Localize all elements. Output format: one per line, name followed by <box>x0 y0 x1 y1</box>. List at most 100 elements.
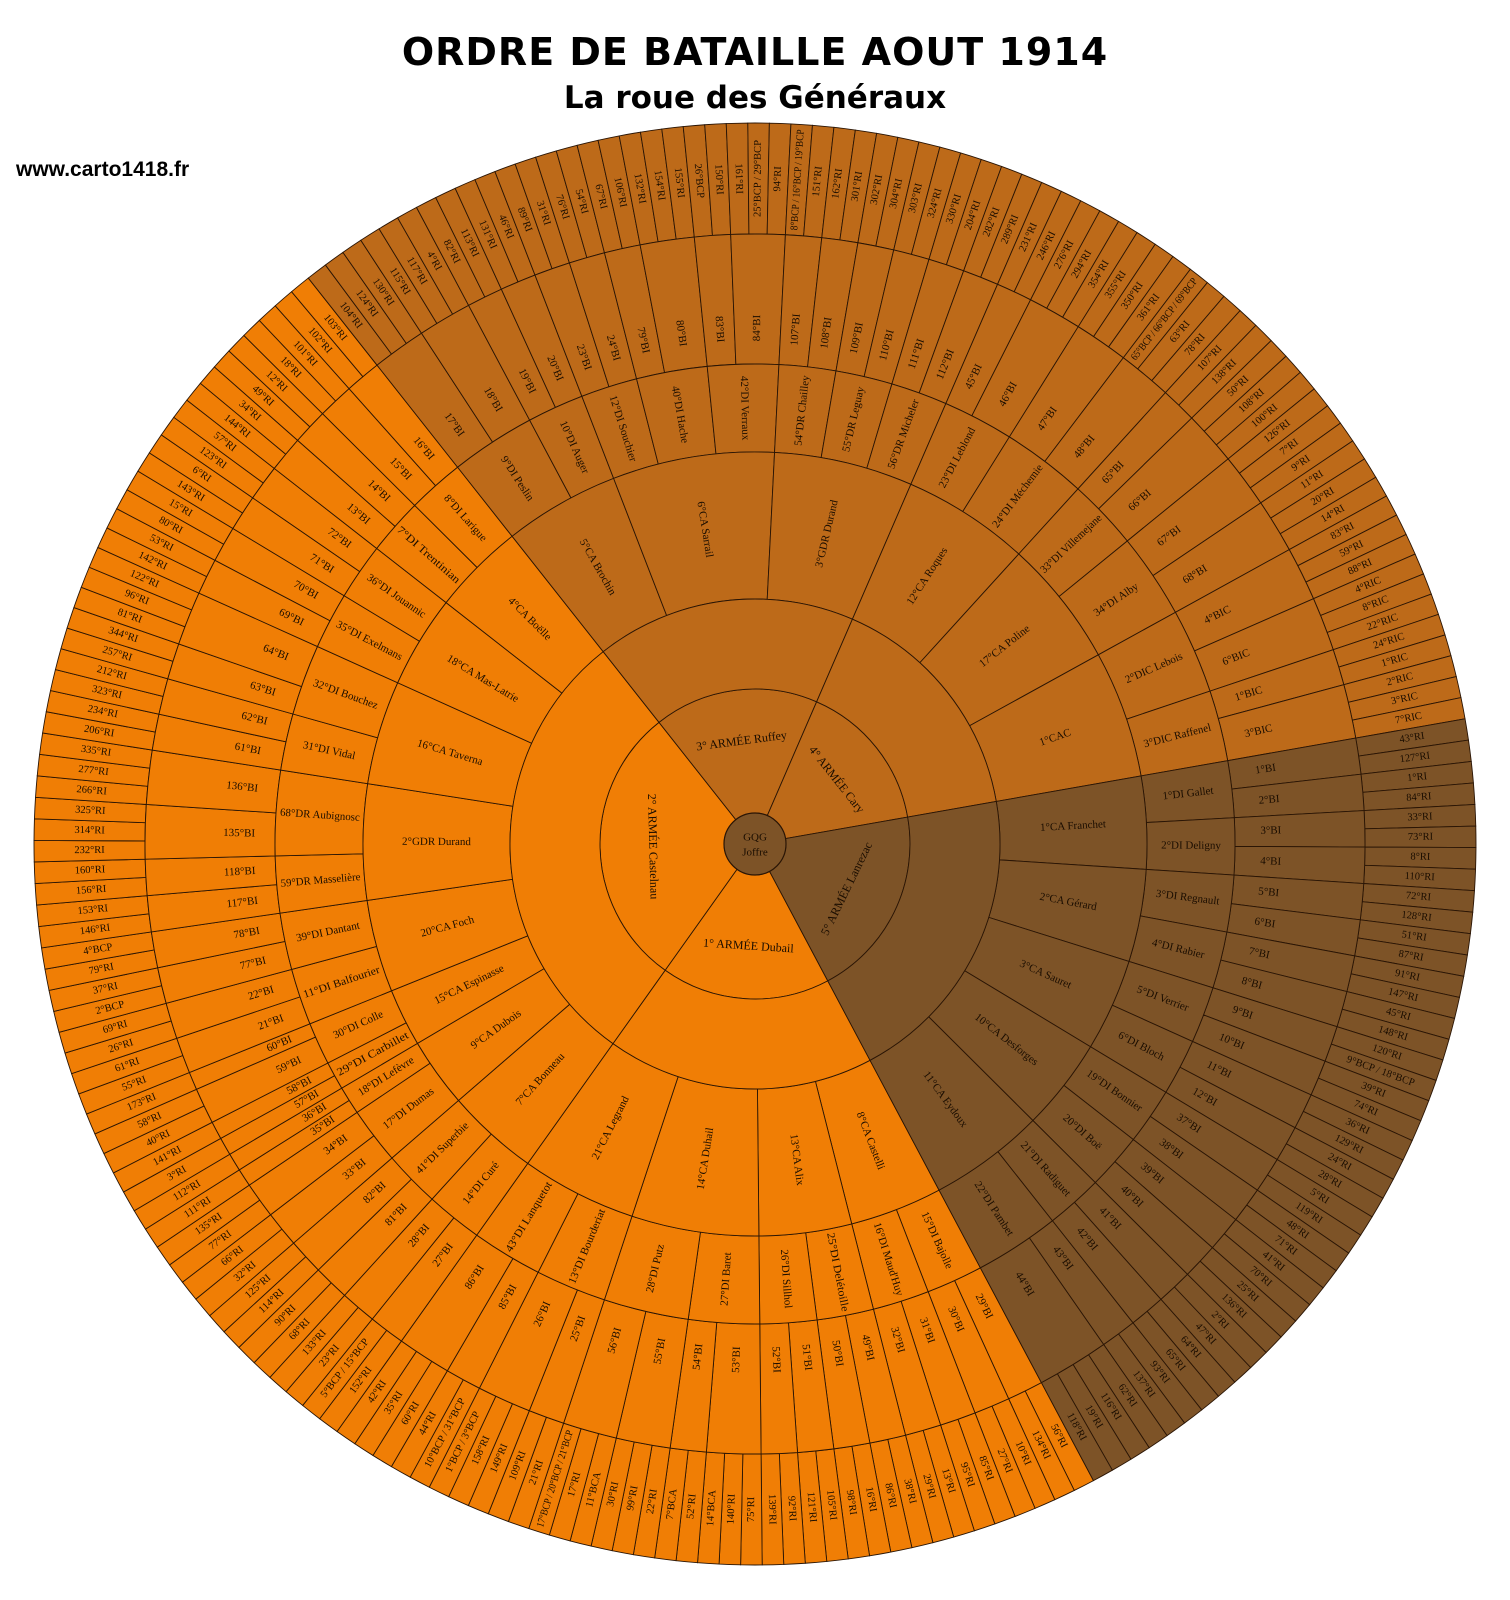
regiment-51ri: 51°RI <box>1401 929 1428 943</box>
brigade-segment <box>730 233 786 366</box>
regiment-99ri: 99°RI <box>625 1484 641 1511</box>
brigade-49bi: 49°BI <box>859 1333 877 1362</box>
army-outer-band <box>509 651 666 1045</box>
division-68dr-aubignosc: 68°DR Aubignosc <box>280 807 361 824</box>
brigade-4bi: 4°BI <box>1260 855 1282 868</box>
brigade-80bi: 80°BI <box>673 319 689 347</box>
regiment-87ri: 87°RI <box>1398 949 1425 964</box>
regiment-7ric: 7°RIC <box>1394 711 1423 727</box>
brigade-52bi: 52°BI <box>770 1346 783 1373</box>
brigade-2bi: 2°BI <box>1258 793 1280 807</box>
brigade-61bi: 61°BI <box>234 741 262 758</box>
brigade-135bi: 135°BI <box>223 827 255 840</box>
army-1-armee-dubail: 1° ARMÉE Dubail <box>703 936 795 956</box>
regiment-161ri: 161°RI <box>733 163 745 194</box>
division-42di-verraux: 42°DI Verraux <box>738 376 752 441</box>
regiment-160ri: 160°RI <box>75 864 106 876</box>
regiment-22ri: 22°RI <box>645 1488 660 1515</box>
regiment-1ri: 1°RI <box>1407 771 1428 784</box>
regiment-98ri: 98°RI <box>844 1489 859 1516</box>
division-2di-deligny: 2°DI Deligny <box>1161 840 1221 852</box>
regiment-30ri: 30°RI <box>605 1480 621 1507</box>
regiment-72ri: 72°RI <box>1405 890 1431 903</box>
regiment-150ri: 150°RI <box>712 164 725 196</box>
regiment-325ri: 325°RI <box>75 804 106 817</box>
brigade-6bi: 6°BI <box>1254 915 1277 930</box>
regiment-84ri: 84°RI <box>1406 791 1432 804</box>
army-2-armee-castelnau: 2° ARMÉE Castelnau <box>645 794 662 900</box>
regiment-140ri: 140°RI <box>726 1493 738 1524</box>
gqg-commander: Joffre <box>742 847 768 859</box>
brigade-5bi: 5°BI <box>1258 885 1280 899</box>
regiment-127ri: 127°RI <box>1399 750 1431 765</box>
army-outer-band <box>827 800 1001 1061</box>
brigade-55bi: 55°BI <box>652 1337 669 1365</box>
regiment-266ri: 266°RI <box>76 784 108 797</box>
regiment-14bca: 14°BCA <box>705 1489 718 1526</box>
regiment-314ri: 314°RI <box>74 825 105 837</box>
regiment-162ri: 162°RI <box>830 167 845 199</box>
division-27di-baret: 27°DI Baret <box>719 1252 734 1306</box>
regiment-79ri: 79°RI <box>88 961 115 977</box>
regiment-153ri: 153°RI <box>77 903 109 917</box>
gqg-hub <box>723 812 787 876</box>
regiment-335ri: 335°RI <box>80 744 112 759</box>
brigade-8bi: 8°BI <box>1240 975 1264 992</box>
brigade-3bic: 3°BIC <box>1243 722 1273 740</box>
regiment-52ri: 52°RI <box>685 1493 698 1520</box>
brigade-107bi: 107°BI <box>788 313 803 346</box>
regiment-8ri: 8°RI <box>1410 851 1431 862</box>
brigade-7bi: 7°BI <box>1248 945 1271 961</box>
wheel-center: GQG Joffre <box>723 812 787 876</box>
brigade-50bi: 50°BI <box>829 1339 845 1367</box>
regiment-155ri: 155°RI <box>672 167 686 199</box>
diagram-subtitle: La roue des Généraux <box>563 80 947 116</box>
regiment-206ri: 206°RI <box>83 724 115 740</box>
brigade-117bi: 117°BI <box>226 895 259 911</box>
brigade-79bi: 79°BI <box>634 326 652 355</box>
regiment-43ri: 43°RI <box>1399 731 1426 746</box>
brigade-53bi: 53°BI <box>730 1346 743 1373</box>
corps-1ca-franchet: 1°CA Franchet <box>1040 818 1106 834</box>
regiment-94ri: 94°RI <box>772 166 784 192</box>
regiment-16ri: 16°RI <box>863 1486 878 1513</box>
regiment-277ri: 277°RI <box>78 764 110 778</box>
regiment-121ri: 121°RI <box>805 1491 819 1523</box>
brigade-51bi: 51°BI <box>800 1344 815 1372</box>
regiment-105ri: 105°RI <box>824 1489 838 1521</box>
brigade-108bi: 108°BI <box>818 316 834 350</box>
regiment-301ri: 301°RI <box>850 170 866 202</box>
regiment-110ri: 110°RI <box>1404 871 1435 884</box>
division-1di-gallet: 1°DI Gallet <box>1162 785 1214 803</box>
brigade-54bi: 54°BI <box>691 1343 706 1371</box>
regiment-25bcp-29bcp: 25°BCP / 29°BCP <box>753 140 764 217</box>
regiment-26bcp: 26°BCP <box>692 163 706 199</box>
regiment-91ri: 91°RI <box>1394 968 1421 984</box>
regiment-232ri: 232°RI <box>74 845 105 856</box>
regiment-86ri: 86°RI <box>882 1482 898 1509</box>
regiment-92ri: 92°RI <box>785 1496 797 1522</box>
regiment-75ri: 75°RI <box>746 1496 757 1522</box>
brigade-118bi: 118°BI <box>224 865 256 879</box>
brigade-83bi: 83°BI <box>713 316 727 344</box>
gqg-label: GQG <box>743 832 767 844</box>
regiment-156ri: 156°RI <box>76 884 108 897</box>
brigade-3bi: 3°BI <box>1260 824 1282 837</box>
brigade-segment <box>144 804 277 860</box>
brigade-1bi: 1°BI <box>1254 762 1277 777</box>
regiment-154ri: 154°RI <box>652 170 667 202</box>
brigade-136bi: 136°BI <box>226 779 259 794</box>
diagram-title: ORDRE DE BATAILLE AOUT 1914 <box>401 30 1109 74</box>
brigade-84bi: 84°BI <box>751 314 763 341</box>
website-label: www.carto1418.fr <box>16 158 190 181</box>
regiment-33ri: 33°RI <box>1407 811 1433 823</box>
regiment-37ri: 37°RI <box>92 981 119 997</box>
corps-2gdr-durand: 2°GDR Durand <box>402 836 471 848</box>
regiment-4bcp: 4°BCP <box>83 942 114 958</box>
regiment-7bca: 7°BCA <box>665 1488 680 1521</box>
division-26di-sillhol: 26°DI Sillhol <box>778 1249 794 1309</box>
regiment-151ri: 151°RI <box>811 165 825 197</box>
regiment-132ri: 132°RI <box>631 173 647 205</box>
